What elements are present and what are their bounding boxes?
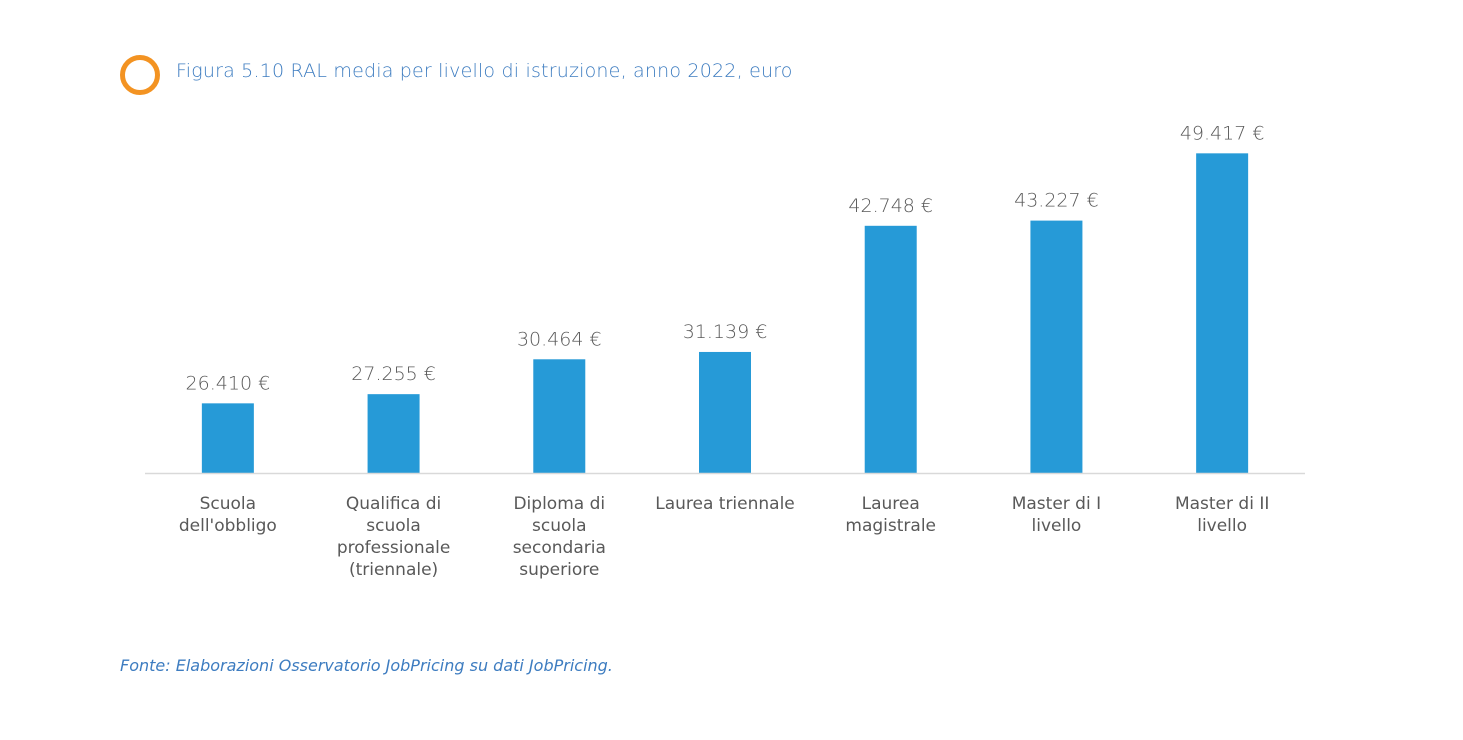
x-tick-label: magistrale — [845, 516, 936, 536]
x-tick-label: scuola — [366, 516, 421, 536]
bar — [201, 403, 254, 473]
data-label: 31.139 € — [683, 321, 768, 343]
bar — [533, 359, 586, 473]
source-note: Fonte: Elaborazioni Osservatorio JobPric… — [120, 656, 613, 675]
bars-group — [201, 153, 1249, 473]
data-label: 30.464 € — [517, 328, 602, 350]
chart-title: Figura 5.10 RAL media per livello di ist… — [176, 60, 793, 82]
x-tick-label: Laurea triennale — [655, 494, 795, 514]
bar — [864, 225, 917, 473]
bar — [1196, 153, 1249, 473]
data-label: 49.417 € — [1180, 122, 1265, 144]
x-tick-label: scuola — [532, 516, 587, 536]
x-tick-label: superiore — [519, 560, 599, 580]
x-tick-label: Master di I — [1012, 494, 1101, 514]
x-tick-label: livello — [1197, 516, 1247, 536]
x-tick-label: Qualifica di — [346, 494, 441, 514]
x-tick-label: (triennale) — [349, 560, 438, 580]
data-label: 43.227 € — [1014, 190, 1099, 212]
x-tick-label: livello — [1032, 516, 1082, 536]
x-tick-label: Scuola — [200, 494, 256, 514]
bar — [367, 394, 420, 473]
bar — [699, 351, 751, 473]
data-label: 27.255 € — [351, 363, 436, 385]
x-tick-label: dell'obbligo — [179, 516, 277, 536]
x-tick-label: professionale — [337, 538, 450, 558]
x-tick-label: Diploma di — [513, 494, 605, 514]
x-tick-label: Master di II — [1175, 494, 1269, 514]
x-tick-label: secondaria — [513, 538, 606, 558]
data-label: 26.410 € — [186, 372, 271, 394]
value-labels-group: 26.410 € 27.255 € 30.464 € 31.139 € 42.748 €… — [186, 122, 1265, 394]
bar-chart: 26.410 € 27.255 € 30.464 € 31.139 € 42.748 €… — [145, 122, 1305, 580]
title-ring-icon — [120, 55, 160, 95]
data-label: 42.748 € — [848, 195, 933, 217]
bar — [1030, 220, 1083, 473]
x-tick-label: Laurea — [862, 494, 920, 514]
